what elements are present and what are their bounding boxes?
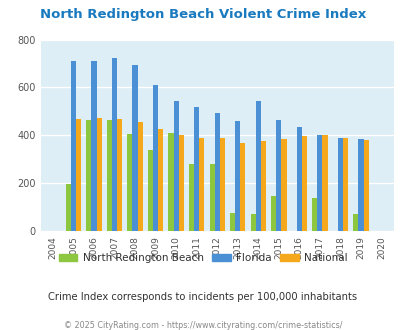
- Bar: [337, 138, 342, 231]
- Bar: [127, 134, 132, 231]
- Text: North Redington Beach Violent Crime Index: North Redington Beach Violent Crime Inde…: [40, 8, 365, 21]
- Bar: [168, 133, 173, 231]
- Bar: [153, 84, 158, 231]
- Bar: [214, 113, 219, 231]
- Bar: [250, 214, 255, 231]
- Legend: North Redington Beach, Florida, National: North Redington Beach, Florida, National: [54, 249, 351, 267]
- Text: © 2025 CityRating.com - https://www.cityrating.com/crime-statistics/: © 2025 CityRating.com - https://www.city…: [64, 321, 341, 330]
- Bar: [260, 141, 265, 231]
- Bar: [311, 197, 317, 231]
- Bar: [66, 184, 71, 231]
- Bar: [317, 135, 322, 231]
- Bar: [230, 213, 234, 231]
- Bar: [362, 140, 368, 231]
- Bar: [137, 122, 143, 231]
- Bar: [199, 138, 204, 231]
- Bar: [147, 150, 153, 231]
- Bar: [173, 101, 178, 231]
- Bar: [76, 119, 81, 231]
- Bar: [296, 127, 301, 231]
- Bar: [352, 214, 358, 231]
- Bar: [188, 164, 194, 231]
- Text: Crime Index corresponds to incidents per 100,000 inhabitants: Crime Index corresponds to incidents per…: [48, 292, 357, 302]
- Bar: [194, 107, 199, 231]
- Bar: [117, 119, 122, 231]
- Bar: [255, 101, 260, 231]
- Bar: [96, 118, 101, 231]
- Bar: [322, 135, 327, 231]
- Bar: [132, 65, 137, 231]
- Bar: [86, 120, 91, 231]
- Bar: [91, 61, 96, 231]
- Bar: [281, 139, 286, 231]
- Bar: [107, 120, 112, 231]
- Bar: [271, 196, 275, 231]
- Bar: [71, 61, 76, 231]
- Bar: [178, 135, 183, 231]
- Bar: [240, 143, 245, 231]
- Bar: [219, 138, 224, 231]
- Bar: [358, 139, 362, 231]
- Bar: [112, 57, 117, 231]
- Bar: [275, 120, 281, 231]
- Bar: [234, 121, 240, 231]
- Bar: [301, 136, 306, 231]
- Bar: [209, 164, 214, 231]
- Bar: [342, 138, 347, 231]
- Bar: [158, 129, 163, 231]
